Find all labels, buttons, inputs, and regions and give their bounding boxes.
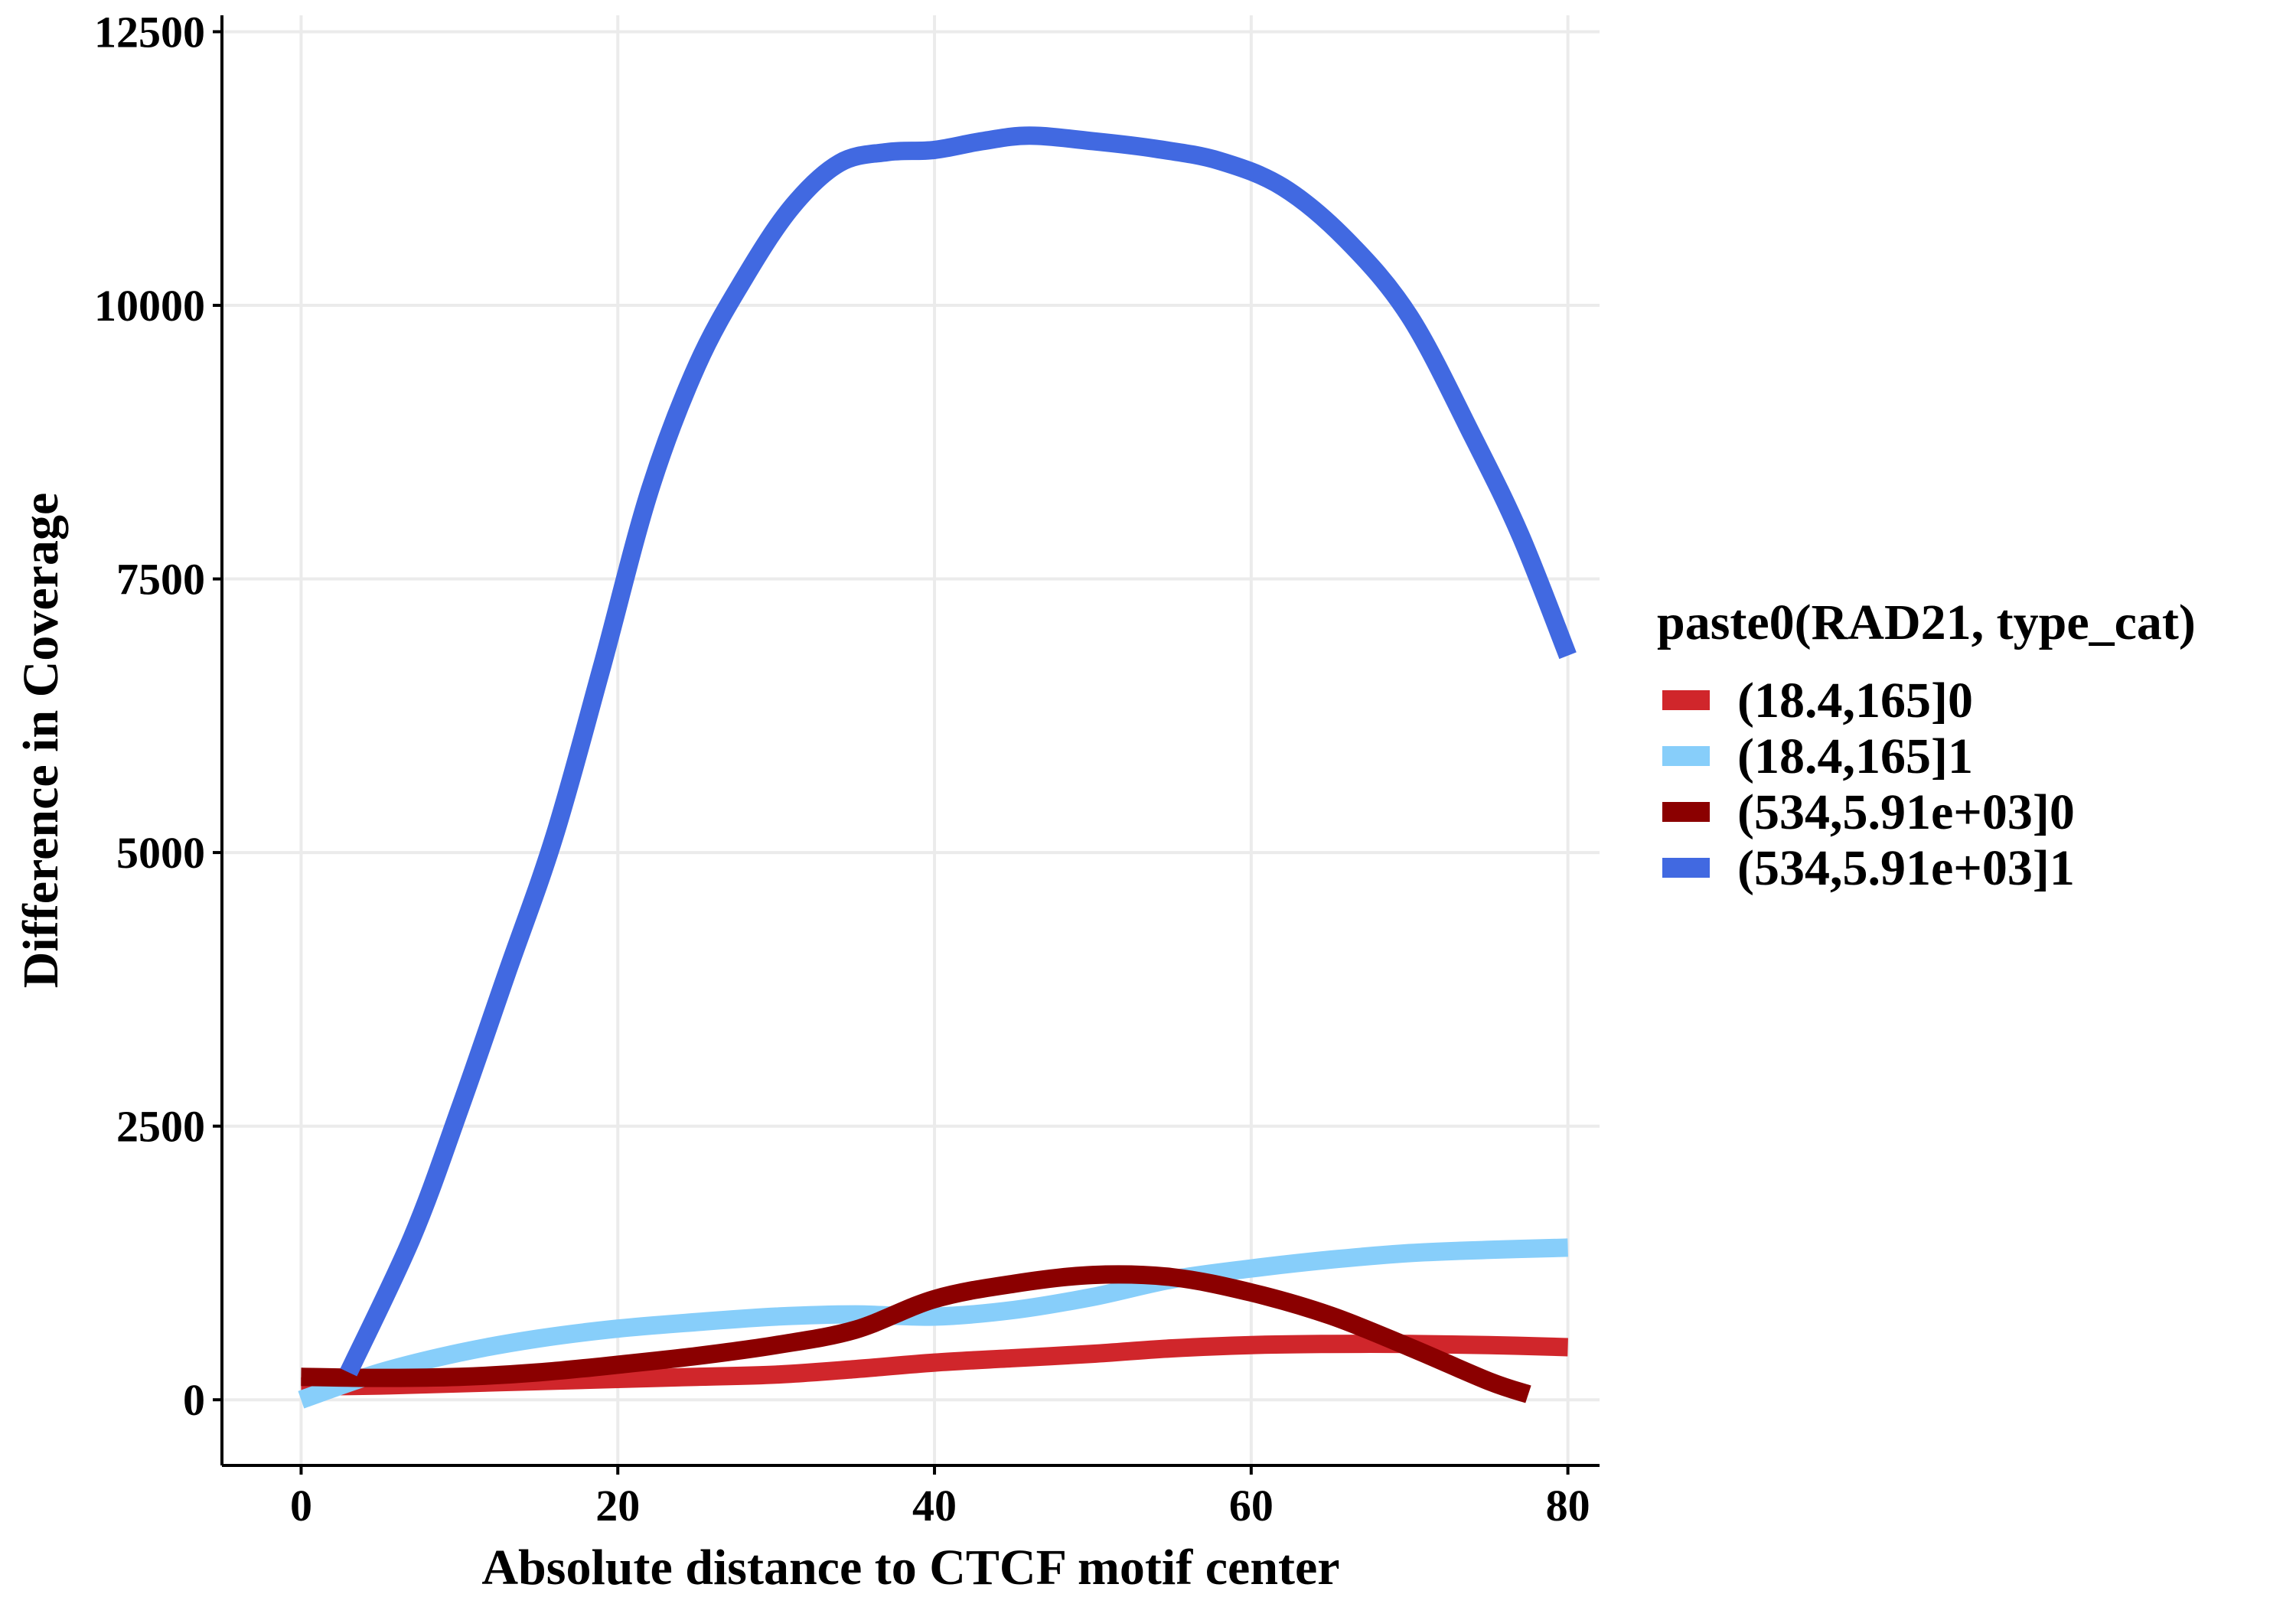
legend-swatch-1 xyxy=(1662,746,1710,766)
legend-label-0: (18.4,165]0 xyxy=(1737,673,1973,729)
y-tick-label: 10000 xyxy=(94,281,205,331)
legend: paste0(RAD21, type_cat) (18.4,165]0(18.4… xyxy=(1657,595,2196,896)
legend-label-1: (18.4,165]1 xyxy=(1737,729,1973,784)
legend-label-2: (534,5.91e+03]0 xyxy=(1737,784,2075,840)
legend-swatch-3 xyxy=(1662,858,1710,878)
x-axis-title: Absolute distance to CTCF motif center xyxy=(481,1540,1339,1596)
y-tick-label: 12500 xyxy=(94,7,205,57)
legend-swatch-0 xyxy=(1662,690,1710,710)
series-line-1 xyxy=(298,1238,1568,1409)
legend-label-3: (534,5.91e+03]1 xyxy=(1737,840,2075,896)
y-tick-label: 7500 xyxy=(116,555,205,605)
x-tick-label: 20 xyxy=(595,1481,640,1530)
tick-labels: 0 2500 5000 7500 10000 12500 0 20 40 60 80 xyxy=(94,7,1590,1530)
legend-swatch-2 xyxy=(1662,802,1710,822)
x-tick-label: 60 xyxy=(1229,1481,1274,1530)
x-tick-label: 40 xyxy=(912,1481,957,1530)
y-axis-title: Difference in Coverage xyxy=(13,493,69,989)
series-line-3 xyxy=(340,126,1577,1377)
y-tick-label: 2500 xyxy=(116,1102,205,1152)
series-line-2 xyxy=(301,1265,1531,1403)
axes xyxy=(220,15,1600,1467)
x-tick-label: 80 xyxy=(1546,1481,1590,1530)
legend-items: (18.4,165]0(18.4,165]1(534,5.91e+03]0(53… xyxy=(1662,673,2075,896)
y-tick-label: 5000 xyxy=(116,828,205,878)
legend-title: paste0(RAD21, type_cat) xyxy=(1657,595,2196,650)
y-tick-label: 0 xyxy=(183,1375,205,1425)
series-lines xyxy=(298,126,1577,1409)
x-tick-label: 0 xyxy=(290,1481,312,1530)
